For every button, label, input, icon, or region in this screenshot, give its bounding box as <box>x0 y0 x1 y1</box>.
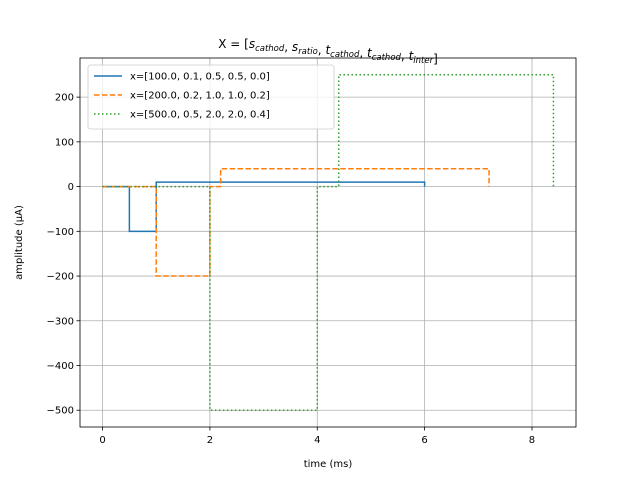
legend: x=[100.0, 0.1, 0.5, 0.5, 0.0] x=[200.0, 0… <box>87 64 335 130</box>
y-tick-label: −200 <box>47 272 74 283</box>
y-axis-label: amplitude (μA) <box>14 205 25 280</box>
legend-box <box>87 64 335 130</box>
legend-label-1: x=[100.0, 0.1, 0.5, 0.5, 0.0] <box>130 72 270 83</box>
y-tick-label: −500 <box>47 406 74 417</box>
x-tick-label: 0 <box>99 435 105 446</box>
x-axis-label: time (ms) <box>304 459 353 470</box>
x-tick-label: 4 <box>314 435 320 446</box>
series-layer <box>102 74 555 411</box>
y-axis: −500 −400 −300 −200 −100 0 100 200 <box>47 93 80 417</box>
x-tick-label: 6 <box>421 435 427 446</box>
legend-label-3: x=[500.0, 0.5, 2.0, 2.0, 0.4] <box>130 110 270 121</box>
y-tick-label: 0 <box>68 182 74 193</box>
axes-frame <box>79 57 577 428</box>
legend-label-2: x=[200.0, 0.2, 1.0, 1.0, 0.2] <box>130 91 270 102</box>
y-tick-label: 200 <box>55 93 74 104</box>
y-tick-label: −300 <box>47 316 74 327</box>
y-tick-label: −100 <box>47 227 74 238</box>
y-tick-label: −400 <box>47 361 74 372</box>
x-tick-label: 2 <box>207 435 213 446</box>
y-tick-label: 100 <box>55 137 74 148</box>
x-axis: 0 2 4 6 8 <box>99 427 535 446</box>
chart-title: X = [scathod, sratio, tcathod, tcathod, … <box>218 37 438 66</box>
x-tick-label: 8 <box>529 435 535 446</box>
series-line-2 <box>102 167 490 277</box>
